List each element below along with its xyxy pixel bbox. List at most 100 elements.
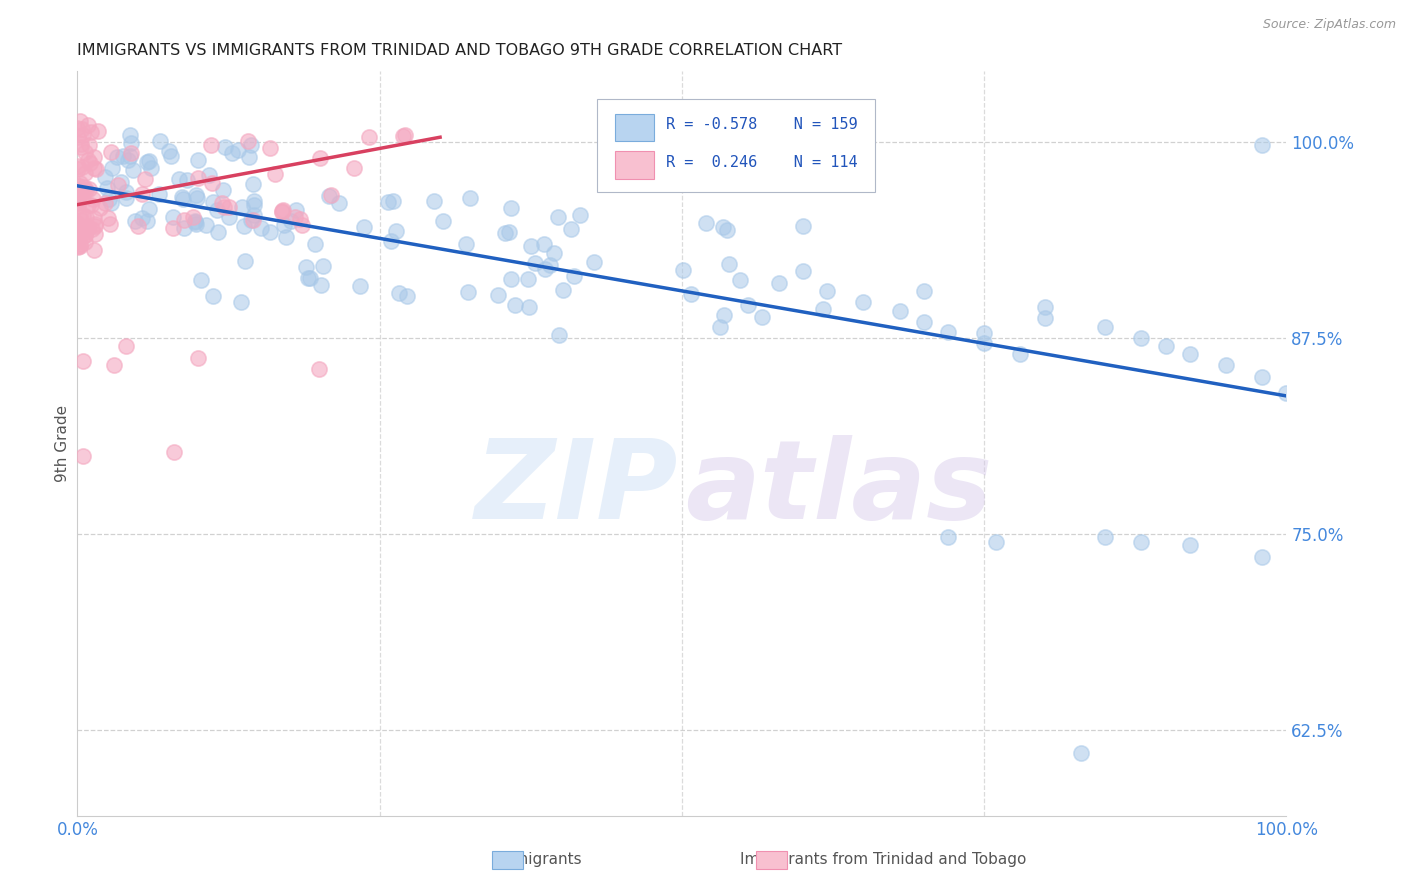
Point — [221, 145, 243, 160]
Text: IMMIGRANTS VS IMMIGRANTS FROM TRINIDAD AND TOBAGO 9TH GRADE CORRELATION CHART: IMMIGRANTS VS IMMIGRANTS FROM TRINIDAD A… — [77, 43, 842, 58]
Point — [162, 220, 184, 235]
Point — [66, 196, 89, 211]
Point — [312, 260, 335, 274]
Point — [792, 219, 814, 233]
Point — [709, 319, 731, 334]
Point — [66, 216, 89, 230]
Point — [96, 181, 118, 195]
Point — [100, 145, 122, 159]
Point — [380, 234, 402, 248]
Point — [295, 260, 318, 274]
Point — [280, 214, 302, 228]
Point — [201, 194, 224, 209]
Point — [1215, 358, 1237, 372]
Point — [73, 180, 96, 194]
Point — [243, 194, 266, 208]
Point — [392, 128, 415, 143]
Point — [713, 308, 735, 322]
Point — [297, 271, 319, 285]
Point — [66, 228, 89, 243]
Point — [112, 148, 135, 162]
Point — [499, 202, 522, 216]
Point — [273, 202, 295, 217]
Point — [533, 236, 555, 251]
Point — [77, 221, 100, 235]
Point — [67, 208, 90, 222]
Point — [79, 155, 101, 169]
Point — [236, 134, 259, 148]
Point — [66, 199, 89, 213]
Point — [494, 226, 516, 240]
Point — [259, 141, 281, 155]
Point — [76, 220, 98, 235]
Point — [852, 294, 875, 309]
Point — [186, 190, 208, 204]
Point — [562, 269, 585, 284]
Point — [73, 235, 96, 249]
Point — [457, 285, 479, 299]
Point — [1033, 310, 1056, 325]
Point — [70, 161, 93, 175]
Point — [127, 219, 149, 233]
Point — [115, 190, 138, 204]
Point — [84, 219, 107, 233]
Point — [198, 169, 221, 183]
Point — [388, 286, 411, 301]
Point — [377, 195, 399, 210]
Point — [73, 222, 96, 236]
Text: R =  0.246    N = 114: R = 0.246 N = 114 — [666, 154, 858, 169]
Point — [72, 128, 94, 143]
Point — [973, 335, 995, 350]
Point — [97, 211, 120, 226]
Point — [214, 140, 236, 154]
Point — [353, 219, 375, 234]
Point — [67, 224, 90, 238]
Point — [100, 161, 122, 176]
Point — [912, 315, 935, 329]
Point — [458, 191, 481, 205]
Point — [66, 159, 89, 173]
Point — [263, 167, 285, 181]
Point — [184, 187, 207, 202]
Point — [66, 192, 89, 206]
Point — [432, 214, 454, 228]
Point — [84, 162, 107, 177]
Point — [212, 183, 235, 197]
Point — [66, 239, 89, 253]
Point — [79, 125, 101, 139]
Text: Immigrants: Immigrants — [495, 853, 582, 867]
Text: R = -0.578    N = 159: R = -0.578 N = 159 — [666, 118, 858, 133]
Point — [124, 214, 146, 228]
Point — [77, 198, 100, 212]
Point — [184, 217, 207, 231]
Point — [70, 212, 93, 227]
Point — [162, 211, 184, 225]
Point — [205, 202, 228, 217]
Point — [138, 154, 160, 169]
Point — [172, 192, 194, 206]
Point — [67, 179, 90, 194]
Point — [973, 326, 995, 341]
Point — [238, 150, 260, 164]
Point — [1178, 346, 1201, 360]
Point — [66, 220, 89, 235]
Text: Immigrants from Trinidad and Tobago: Immigrants from Trinidad and Tobago — [740, 853, 1026, 867]
Point — [172, 190, 194, 204]
Point — [718, 257, 741, 271]
Point — [499, 271, 522, 285]
Point — [936, 325, 959, 339]
Point — [77, 138, 100, 153]
Bar — [616, 114, 654, 141]
Point — [66, 121, 89, 136]
Point — [1251, 138, 1274, 153]
Point — [66, 129, 89, 144]
Point — [67, 161, 90, 176]
Point — [181, 210, 204, 224]
Point — [120, 128, 142, 143]
Point — [270, 203, 292, 218]
Point — [176, 173, 198, 187]
Point — [547, 210, 569, 224]
Point — [304, 237, 326, 252]
Point — [889, 304, 911, 318]
Point — [239, 137, 262, 152]
